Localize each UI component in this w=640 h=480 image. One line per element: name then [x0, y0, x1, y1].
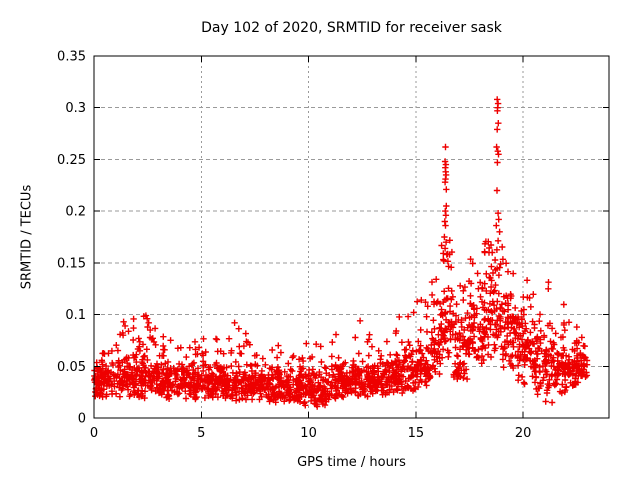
scatter-points-srmtid: [91, 96, 591, 410]
y-tick-label: 0.35: [57, 50, 86, 65]
y-tick-label: 0: [78, 412, 86, 427]
y-tick-label: 0.3: [65, 101, 86, 116]
x-tick-label: 5: [197, 426, 205, 441]
chart-title: Day 102 of 2020, SRMTID for receiver sas…: [201, 20, 502, 36]
x-tick-label: 15: [408, 426, 425, 441]
y-tick-label: 0.1: [65, 308, 86, 323]
x-tick-label: 10: [300, 426, 317, 441]
y-tick-label: 0.2: [65, 205, 86, 220]
plot-border: [93, 55, 610, 419]
y-tick-label: 0.05: [57, 360, 86, 375]
y-tick-label: 0.25: [57, 153, 86, 168]
y-tick-label: 0.15: [57, 256, 86, 271]
x-axis-label: GPS time / hours: [297, 455, 406, 470]
x-tick-label: 20: [515, 426, 532, 441]
x-tick-label: 0: [90, 426, 98, 441]
